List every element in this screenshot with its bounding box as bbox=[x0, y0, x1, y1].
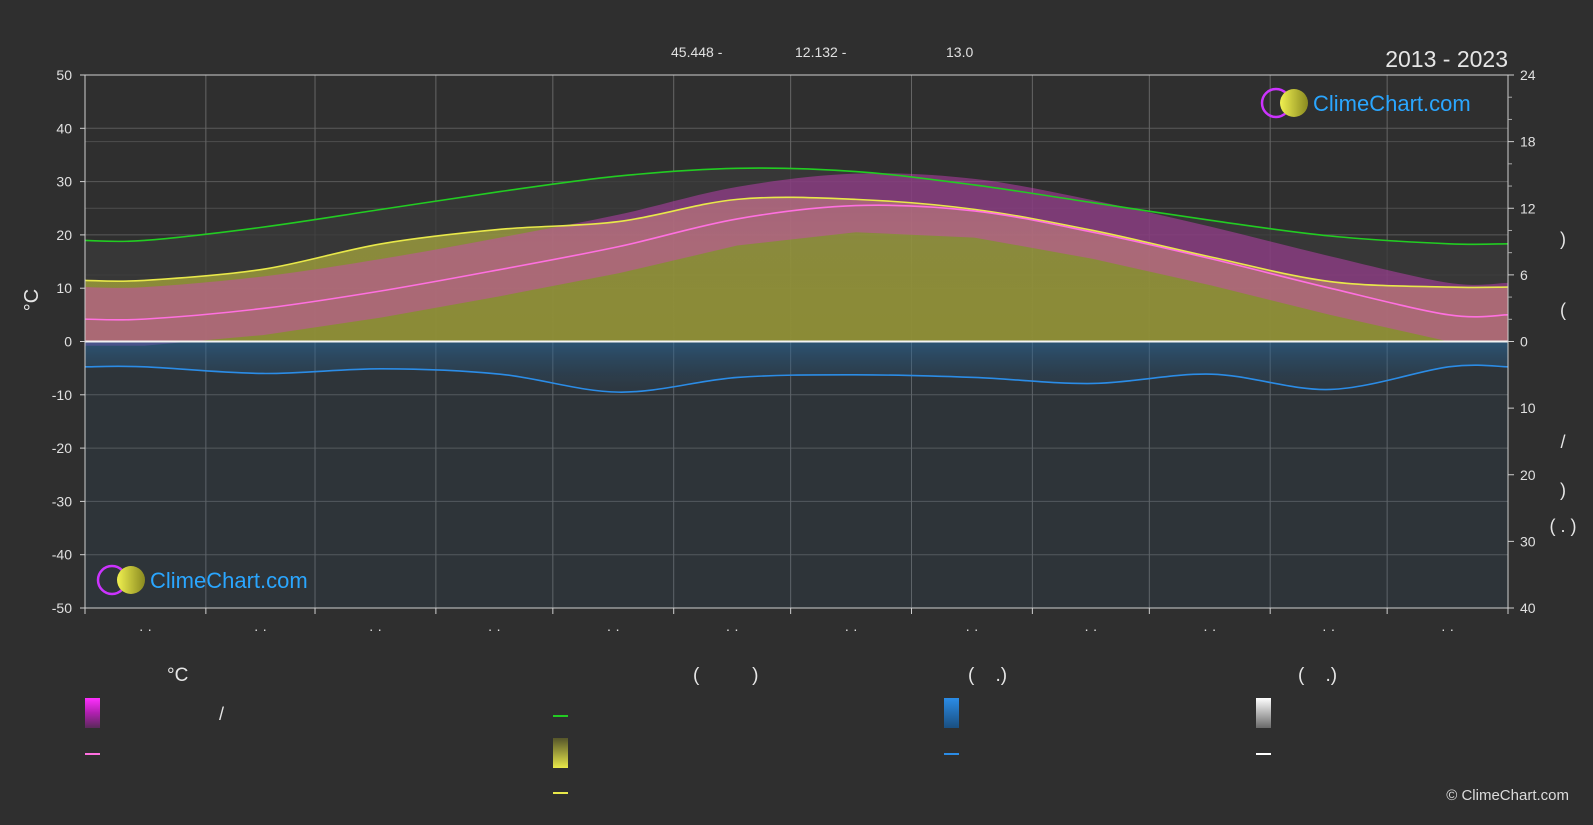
years-range: 2013 - 2023 bbox=[1385, 46, 1508, 72]
right-axis-label-top: ) bbox=[1560, 229, 1566, 249]
right-tick-label-mm: 20 bbox=[1520, 467, 1536, 483]
sunshine-area bbox=[85, 197, 1508, 342]
left-tick-label: -30 bbox=[52, 493, 72, 509]
daylight-line bbox=[84, 167, 1509, 246]
legend-swatch-snow bbox=[1256, 698, 1271, 728]
right-tick-label-mm: 30 bbox=[1520, 533, 1536, 549]
month-label: · · bbox=[369, 621, 382, 637]
legend-line-daylight bbox=[553, 715, 568, 717]
right-tick-label-hours: 12 bbox=[1520, 200, 1536, 216]
month-label: · · bbox=[965, 621, 978, 637]
legend-line-snow bbox=[1256, 753, 1271, 755]
climate-chart: 50 40 30 20 10 0 -10 -20 -30 -40 -50 24 18 12 6 0 10 20 30… bbox=[21, 44, 1577, 637]
legend-swatch-precip bbox=[944, 698, 959, 728]
precipitation-haze bbox=[85, 341, 1508, 608]
left-tick-label: -10 bbox=[52, 387, 72, 403]
elevation-label: 13.0 bbox=[946, 44, 973, 60]
legend-col2-title: ( ) bbox=[693, 665, 759, 686]
left-tick-label: 40 bbox=[56, 120, 72, 136]
chart-lines bbox=[84, 167, 1509, 393]
legend-col3-title: ( .) bbox=[968, 665, 1008, 686]
right-tick-label-hours: 18 bbox=[1520, 134, 1536, 150]
right-tick-label-mm: 40 bbox=[1520, 600, 1536, 616]
legend-line-precip bbox=[944, 753, 959, 755]
month-label: · · bbox=[1441, 621, 1454, 637]
left-tick-label: 50 bbox=[56, 67, 72, 83]
left-axis-label: °C bbox=[21, 289, 43, 311]
legend-swatch-sunshine bbox=[553, 738, 568, 768]
right-axis-label-bottom-2: ) bbox=[1560, 480, 1566, 500]
left-tick-label: 10 bbox=[56, 280, 72, 296]
right-axis-label-bottom-3: ( . ) bbox=[1550, 516, 1577, 536]
left-tick-label: 20 bbox=[56, 227, 72, 243]
month-label: · · bbox=[1084, 621, 1097, 637]
right-tick-label-hours: 0 bbox=[1520, 334, 1528, 350]
month-label: · · bbox=[139, 621, 152, 637]
chart-axes: 50 40 30 20 10 0 -10 -20 -30 -40 -50 24 18 12 6 0 10 20 30… bbox=[52, 67, 1536, 637]
month-label: · · bbox=[844, 621, 857, 637]
logo-sun-icon bbox=[117, 566, 145, 594]
chart-bands bbox=[85, 168, 1508, 608]
right-tick-label-hours: 6 bbox=[1520, 267, 1528, 283]
month-label: · · bbox=[1322, 621, 1335, 637]
precipitation-line bbox=[84, 364, 1509, 393]
logo-text-top: ClimeChart.com bbox=[1313, 91, 1471, 116]
precipitation-area bbox=[85, 341, 1508, 393]
left-tick-label: -40 bbox=[52, 547, 72, 563]
month-label: · · bbox=[607, 621, 620, 637]
longitude-label: 12.132 - bbox=[795, 44, 847, 60]
month-label: · · bbox=[488, 621, 501, 637]
temperature-mean-line bbox=[84, 204, 1509, 321]
temperature-range-band bbox=[85, 173, 1508, 346]
legend-col4-title: ( .) bbox=[1298, 665, 1338, 686]
left-tick-label: 30 bbox=[56, 174, 72, 190]
month-label: · · bbox=[254, 621, 267, 637]
month-label: · · bbox=[1203, 621, 1216, 637]
legend-line-sunshine bbox=[553, 792, 568, 794]
legend-col1-item1: / bbox=[219, 704, 225, 724]
legend-col1-title: °C bbox=[167, 665, 189, 686]
logo-text-bottom: ClimeChart.com bbox=[150, 568, 308, 593]
right-tick-label-hours: 24 bbox=[1520, 67, 1536, 83]
right-tick-label-mm: 10 bbox=[1520, 400, 1536, 416]
logo-sun-icon bbox=[1280, 89, 1308, 117]
right-axis-label-bottom-1: / bbox=[1560, 432, 1565, 452]
sunshine-line bbox=[84, 196, 1509, 289]
left-tick-label: 0 bbox=[64, 334, 72, 350]
copyright: © ClimeChart.com bbox=[1446, 787, 1569, 804]
month-label: · · bbox=[726, 621, 739, 637]
right-axis-label-top-2: ( bbox=[1560, 300, 1566, 320]
left-tick-label: -50 bbox=[52, 600, 72, 616]
legend-swatch-temp-range bbox=[85, 698, 100, 728]
logo-bottom: ClimeChart.com bbox=[96, 564, 308, 596]
left-tick-label: -20 bbox=[52, 440, 72, 456]
latitude-label: 45.448 - bbox=[671, 44, 723, 60]
logo-top: ClimeChart.com bbox=[1260, 87, 1471, 119]
legend-line-temp-mean bbox=[85, 753, 100, 755]
